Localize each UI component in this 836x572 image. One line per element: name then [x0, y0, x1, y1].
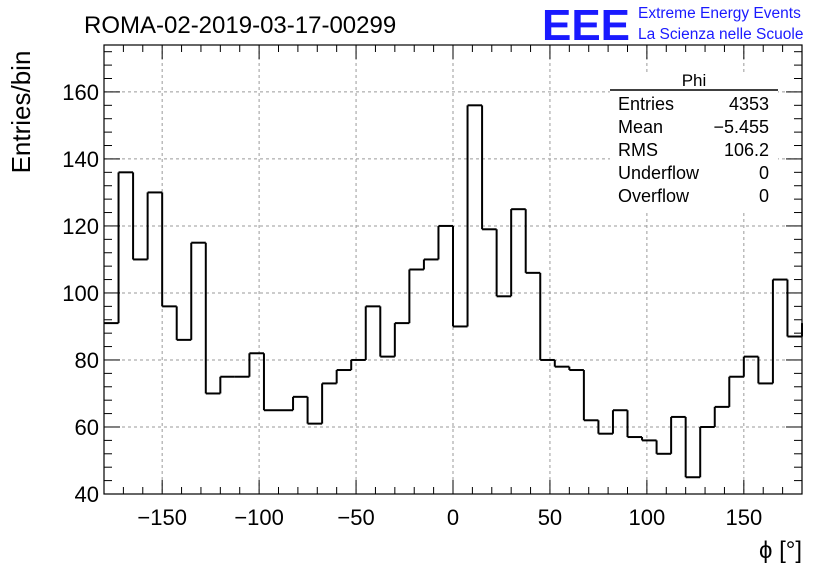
stats-underflow-label: Underflow [618, 163, 700, 183]
logo-line2: La Scienza nelle Scuole [638, 26, 803, 43]
x-tick-label: 0 [447, 505, 459, 530]
histogram-bars [104, 104, 803, 479]
logo-line1: Extreme Energy Events [638, 5, 801, 22]
stats-box-background [610, 72, 778, 210]
y-axis-label: Entries/bin [6, 51, 36, 174]
stats-rms-value: 106.2 [724, 140, 769, 160]
y-tick-label: 100 [62, 281, 99, 306]
stats-entries-value: 4353 [729, 94, 769, 114]
x-tick-label: −150 [137, 505, 187, 530]
stats-overflow-label: Overflow [618, 186, 690, 206]
y-tick-label: 40 [75, 482, 99, 507]
stats-mean-value: −5.455 [713, 117, 769, 137]
eee-logo: EEE Extreme Energy Events La Scienza nel… [542, 1, 803, 50]
chart-title: ROMA-02-2019-03-17-00299 [84, 12, 396, 39]
x-tick-label: −100 [234, 505, 284, 530]
y-tick-label: 60 [75, 415, 99, 440]
stats-box: Phi Entries 4353 Mean −5.455 RMS 106.2 U… [610, 71, 778, 210]
y-tick-label: 80 [75, 348, 99, 373]
x-tick-label: 100 [629, 505, 666, 530]
stats-rms-label: RMS [618, 140, 658, 160]
logo-mark: EEE [542, 1, 630, 50]
x-tick-label: 50 [538, 505, 562, 530]
axis-tick-labels: −150 −100 −50 0 50 100 150 40 60 80 100 120 140 160 [62, 80, 762, 530]
stats-box-title: Phi [682, 71, 707, 90]
axis-ticks [103, 45, 803, 495]
stats-underflow-value: 0 [759, 163, 769, 183]
y-tick-label: 160 [62, 80, 99, 105]
x-axis-label: ϕ [°] [759, 537, 802, 564]
stats-overflow-value: 0 [759, 186, 769, 206]
x-tick-label: 150 [725, 505, 762, 530]
stats-entries-label: Entries [618, 94, 674, 114]
x-tick-label: −50 [337, 505, 374, 530]
y-tick-label: 140 [62, 147, 99, 172]
stats-mean-label: Mean [618, 117, 663, 137]
y-tick-label: 120 [62, 214, 99, 239]
